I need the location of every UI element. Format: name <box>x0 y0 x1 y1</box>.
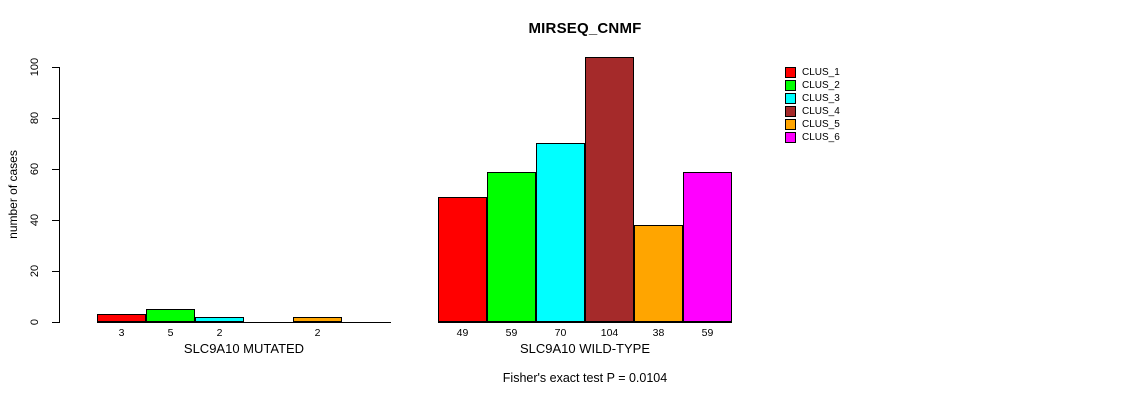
legend-item-clus_4: CLUS_4 <box>785 105 840 118</box>
y-tick-label: 20 <box>29 264 41 278</box>
legend-swatch-clus_2 <box>785 80 796 91</box>
fisher-test-note: Fisher's exact test P = 0.0104 <box>502 371 668 385</box>
y-tick <box>52 271 59 272</box>
legend-item-clus_5: CLUS_5 <box>785 118 840 131</box>
y-tick <box>52 67 59 68</box>
bar-value-label: 38 <box>652 327 665 339</box>
y-tick-label: 60 <box>29 162 41 176</box>
bar-value-label: 70 <box>554 327 567 339</box>
legend-label: CLUS_6 <box>802 132 840 143</box>
bar-clus_2 <box>146 309 195 322</box>
group-baseline <box>97 322 391 323</box>
legend-label: CLUS_2 <box>802 80 840 91</box>
bar-clus_3 <box>536 143 585 322</box>
bar-clus_4 <box>585 57 634 322</box>
bar-clus_5 <box>634 225 683 322</box>
y-tick-label: 80 <box>29 111 41 125</box>
legend-swatch-clus_1 <box>785 67 796 78</box>
y-tick-label: 0 <box>29 318 41 326</box>
legend-swatch-clus_4 <box>785 106 796 117</box>
bar-value-label: 59 <box>505 327 518 339</box>
y-tick <box>52 220 59 221</box>
legend-swatch-clus_6 <box>785 132 796 143</box>
legend-swatch-clus_5 <box>785 119 796 130</box>
chart-title: MIRSEQ_CNMF <box>528 20 642 37</box>
legend: CLUS_1 CLUS_2 CLUS_3 CLUS_4 CLUS_5 CLUS_6 <box>785 66 840 144</box>
bar-clus_1 <box>438 197 487 322</box>
bar-clus_1 <box>97 314 146 322</box>
bar-clus_3 <box>195 317 244 322</box>
bar-value-label: 59 <box>701 327 714 339</box>
group-baseline <box>438 322 732 323</box>
group-axis-label: SLC9A10 WILD-TYPE <box>519 341 651 356</box>
bar-clus_6 <box>683 172 732 322</box>
bar-clus_2 <box>487 172 536 322</box>
legend-item-clus_6: CLUS_6 <box>785 131 840 144</box>
bar-value-label: 3 <box>118 327 125 339</box>
legend-item-clus_3: CLUS_3 <box>785 92 840 105</box>
legend-item-clus_1: CLUS_1 <box>785 66 840 79</box>
bar-value-label: 5 <box>167 327 174 339</box>
legend-swatch-clus_3 <box>785 93 796 104</box>
bar-clus_5 <box>293 317 342 322</box>
y-tick-label: 40 <box>29 213 41 227</box>
bar-value-label: 2 <box>314 327 321 339</box>
legend-item-clus_2: CLUS_2 <box>785 79 840 92</box>
legend-label: CLUS_1 <box>802 67 840 78</box>
y-tick <box>52 322 59 323</box>
bar-value-label: 49 <box>456 327 469 339</box>
legend-label: CLUS_3 <box>802 93 840 104</box>
y-tick <box>52 169 59 170</box>
y-tick-label: 100 <box>29 57 41 77</box>
bar-value-label: 2 <box>216 327 223 339</box>
y-axis-line <box>59 67 60 323</box>
legend-label: CLUS_5 <box>802 119 840 130</box>
y-tick <box>52 118 59 119</box>
group-axis-label: SLC9A10 MUTATED <box>183 341 305 356</box>
bar-value-label: 104 <box>600 327 619 339</box>
legend-label: CLUS_4 <box>802 106 840 117</box>
